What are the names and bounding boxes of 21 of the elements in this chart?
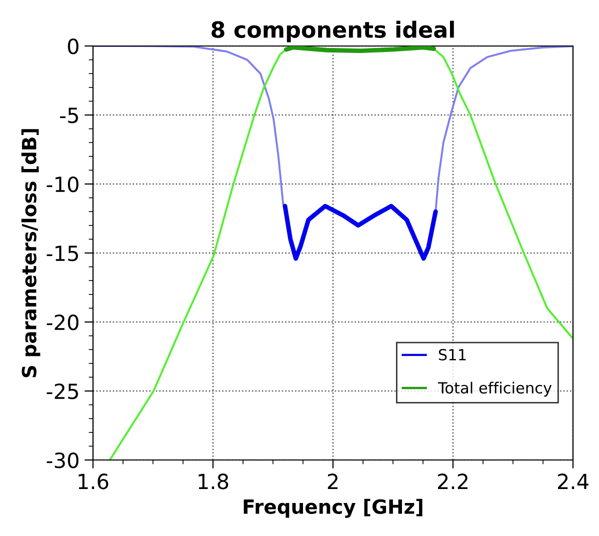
- y-tick-label: -10: [46, 176, 78, 192]
- y-tick-label: -5: [60, 108, 78, 124]
- legend-label: S11: [438, 348, 466, 360]
- line-series: [432, 48, 573, 340]
- y-axis-title: S parameters/loss [dB]: [21, 129, 40, 378]
- legend-label: Total efficiency: [438, 382, 552, 397]
- line-series: [282, 204, 438, 261]
- line-series: [108, 48, 288, 460]
- chart-title: 8 components ideal: [212, 20, 454, 42]
- y-tick-label: -20: [46, 314, 78, 330]
- y-tick-label: -30: [46, 452, 78, 468]
- x-tick-label: 2.2: [438, 474, 468, 490]
- x-tick-label: 1.8: [198, 474, 228, 490]
- y-tick-label: -25: [46, 383, 78, 400]
- y-tick-label: -15: [46, 246, 78, 262]
- x-axis-title: Frequency [GHz]: [244, 498, 422, 518]
- line-series: [93, 46, 286, 208]
- y-tick-label: 0: [68, 38, 78, 54]
- x-tick-label: 1.6: [78, 474, 108, 490]
- x-tick-label: 2: [328, 474, 338, 490]
- x-tick-label: 2.4: [558, 474, 588, 490]
